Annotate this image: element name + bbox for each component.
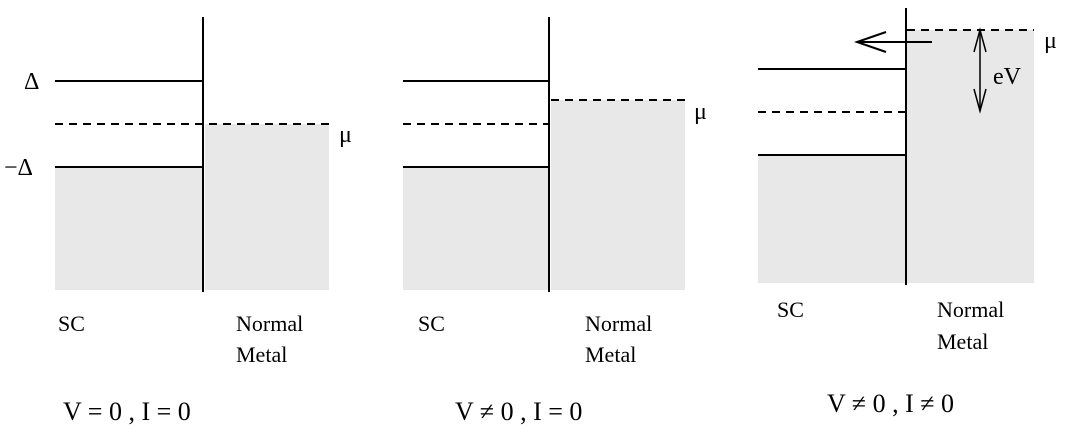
normal-label: Normal: [937, 297, 1004, 322]
ev-label: eV: [993, 64, 1022, 90]
metal-label: Metal: [236, 342, 287, 367]
ev-double-arrow-icon: [973, 27, 987, 114]
mu-label: μ: [694, 99, 707, 125]
sc-filled-region: [55, 167, 203, 290]
sc-label: SC: [418, 311, 445, 336]
delta-label: Δ: [24, 69, 39, 95]
panel-caption: V ≠ 0 , I ≠ 0: [827, 389, 954, 418]
mu-label: μ: [339, 122, 352, 148]
sc-label: SC: [777, 297, 804, 322]
sc-label: SC: [58, 311, 85, 336]
neg-delta-label: −Δ: [4, 155, 33, 181]
mu-label: μ: [1044, 28, 1057, 54]
metal-filled-region: [907, 30, 1034, 283]
current-arrow-icon: [853, 31, 932, 53]
panel-caption: V ≠ 0 , I = 0: [455, 397, 582, 426]
normal-label: Normal: [236, 311, 303, 336]
panel-3: eV μ SC Normal Metal V ≠ 0 , I ≠ 0: [758, 8, 1057, 418]
metal-filled-region: [551, 100, 685, 290]
metal-label: Metal: [585, 342, 636, 367]
metal-filled-region: [205, 124, 329, 290]
metal-label: Metal: [937, 329, 988, 354]
normal-label: Normal: [585, 311, 652, 336]
panel-caption: V = 0 , I = 0: [63, 397, 191, 426]
sc-filled-region: [758, 155, 906, 283]
panel-2: μ SC Normal Metal V ≠ 0 , I = 0: [403, 17, 707, 426]
sc-filled-region: [403, 167, 549, 290]
panel-1: Δ −Δ μ SC Normal Metal V = 0 , I = 0: [4, 17, 352, 426]
